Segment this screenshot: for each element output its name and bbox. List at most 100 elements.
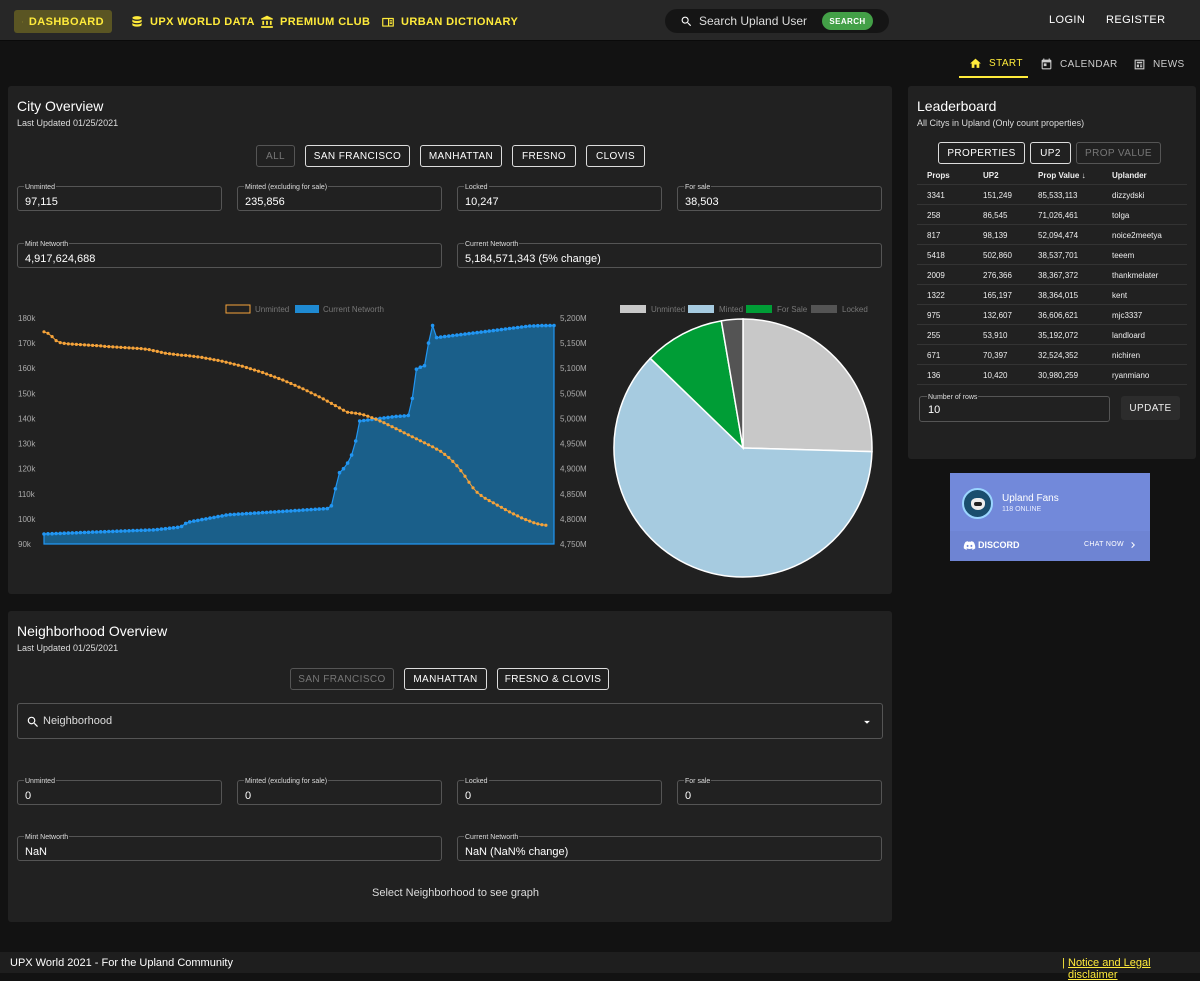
networth-point [50,531,54,536]
nav-dashboard[interactable]: DASHBOARD [14,10,112,33]
unminted-point [410,435,414,439]
unminted-point [321,397,325,401]
networth-point [390,415,394,419]
unminted-point [528,519,532,523]
networth-point [74,531,79,535]
nav-premium-club[interactable]: PREMIUM CLUB [252,10,378,33]
cell-up2: 132,607 [983,311,1012,320]
unminted-point [544,523,548,527]
tab-start-label: START [989,57,1023,69]
networth-point [333,487,338,491]
unminted-point [265,372,269,376]
footer-separator: | [1062,957,1065,969]
tab-calendar[interactable]: CALENDAR [1040,50,1118,78]
unminted-point [232,362,236,366]
discord-widget[interactable]: Upland Fans 118 ONLINE DISCORD CHAT NOW [950,473,1150,561]
y-right-tick-label: 4,800M [560,515,587,524]
rows-count-field[interactable]: Number of rows 10 [919,394,1110,422]
unminted-point [390,425,394,429]
field-value: 4,917,624,688 [25,253,96,265]
neighborhood-select-placeholder: Neighborhood [43,715,113,727]
networth-point [212,515,216,520]
tab-news[interactable]: NEWS [1133,50,1185,78]
tab-start[interactable]: START [959,50,1028,78]
unminted-point [341,408,346,412]
cell-uplander: teeem [1112,251,1135,260]
city-locked-field: Locked 10,247 [457,184,662,211]
discord-brand: DISCORD [978,540,1020,550]
unminted-point [244,365,248,370]
register-button[interactable]: REGISTER [1106,14,1166,26]
networth-point [487,329,492,333]
search-input[interactable] [699,14,814,28]
unminted-point [212,358,216,362]
networth-point [119,529,123,533]
pie-slice-for-sale [649,319,745,451]
cell-uplander: thankmelater [1112,271,1159,280]
city-filter-all[interactable]: ALL [256,145,295,167]
cell-props: 1322 [927,291,945,300]
unminted-point [516,514,520,518]
city-filter-manhattan[interactable]: MANHATTAN [420,145,502,167]
networth-point [200,517,204,522]
networth-point [430,323,435,328]
nav-urban-dictionary[interactable]: URBAN DICTIONARY [373,10,526,33]
lb-prop-value-button[interactable]: PROP VALUE [1076,142,1161,164]
networth-point [171,526,176,530]
networth-point [519,325,524,329]
bank-icon [261,15,273,28]
search-button[interactable]: SEARCH [822,12,873,30]
table-row: 671 70,397 32,524,352 nichiren [917,345,1187,365]
cell-prop-value: 35,192,072 [1038,331,1079,340]
unminted-point [184,353,188,357]
unminted-point [447,456,451,460]
neighborhood-select[interactable]: Neighborhood [17,703,883,739]
login-button[interactable]: LOGIN [1049,14,1086,26]
nbh-filter-manhattan[interactable]: MANHATTAN [404,668,487,690]
unminted-point [483,496,487,500]
nav-upx-world-data[interactable]: UPX WORLD DATA [122,10,263,33]
city-filter-fresno[interactable]: FRESNO [512,145,576,167]
unminted-point [439,449,443,453]
unminted-point [277,376,281,381]
header-up2[interactable]: UP2 [983,171,999,180]
avatar-image-detail [974,502,982,506]
leaderboard-subtitle: All Citys in Upland (Only count properti… [917,118,1085,128]
city-filter-clovis[interactable]: CLOVIS [586,145,645,167]
unminted-point [540,523,544,527]
table-row: 975 132,607 36,606,621 mjc3337 [917,305,1187,325]
networth-point [366,418,370,422]
discord-chat-now[interactable]: CHAT NOW [1084,541,1124,548]
neighborhood-last-updated: Last Updated 01/25/2021 [17,643,119,653]
networth-point [434,335,439,340]
field-value: 0 [465,790,472,802]
city-current-networth-field: Current Networth 5,184,571,343 (5% chang… [457,241,882,268]
unminted-point [151,349,155,353]
networth-point [196,518,200,523]
networth-point [244,511,249,516]
networth-point [447,334,451,338]
networth-point [46,532,50,536]
header-props[interactable]: Props [927,171,950,180]
y-right-tick-label: 5,000M [560,414,587,423]
field-label: Locked [464,778,489,785]
header-uplander[interactable]: Uplander [1112,171,1147,180]
lb-properties-button[interactable]: PROPERTIES [938,142,1025,164]
networth-point [260,510,265,515]
unminted-point [163,351,167,355]
arrow-down-icon: ↓ [1081,171,1086,180]
header-prop-value[interactable]: Prop Value ↓ [1038,171,1086,180]
cell-prop-value: 38,367,372 [1038,271,1079,280]
legal-disclaimer-link[interactable]: Notice and Legal disclaimer [1068,957,1151,981]
networth-point [78,530,83,535]
lb-up2-button[interactable]: UP2 [1030,142,1071,164]
nbh-filter-fresno-clovis[interactable]: FRESNO & CLOVIS [497,668,609,690]
supply-pie-chart: Unminted Minted For Sale Locked [613,305,873,578]
nbh-filter-san-francisco[interactable]: SAN FRANCISCO [290,668,394,690]
update-button[interactable]: UPDATE [1121,396,1180,420]
unminted-point [261,370,265,375]
networth-point [135,528,139,533]
cell-prop-value: 30,980,259 [1038,371,1079,380]
networth-point [317,507,322,511]
city-filter-san-francisco[interactable]: SAN FRANCISCO [305,145,410,167]
